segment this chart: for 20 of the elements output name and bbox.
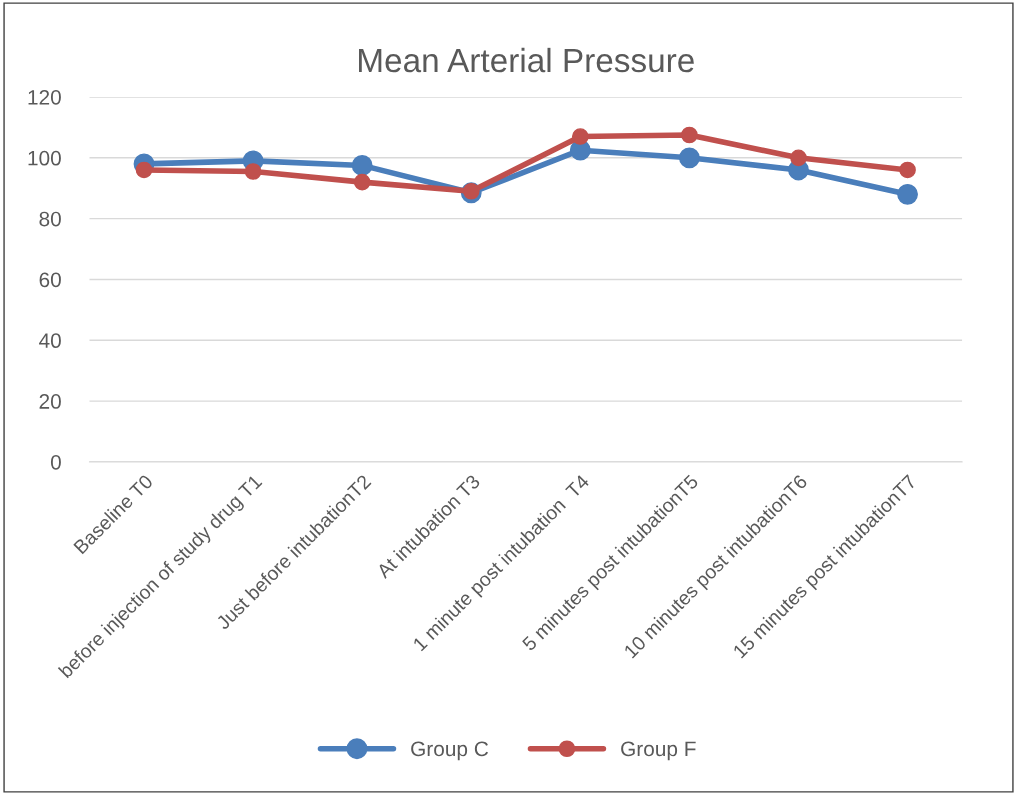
point [790, 149, 807, 167]
point [681, 126, 698, 144]
point [353, 173, 371, 191]
y-tick-label: 60 [39, 272, 61, 288]
chart-title: Mean Arterial Pressure [359, 47, 694, 73]
y-tick-label: 80 [39, 211, 61, 227]
y-tick-label: 40 [39, 333, 61, 349]
point [351, 154, 373, 176]
legend-label: Group F [621, 741, 696, 761]
point [135, 161, 153, 179]
y-tick-label: 20 [39, 394, 61, 409]
point [899, 161, 916, 179]
point [678, 147, 700, 169]
y-tick-label: 100 [28, 150, 61, 166]
y-tick-label: 120 [28, 89, 61, 105]
legend-label: Group C [411, 741, 489, 761]
point [244, 163, 262, 180]
point [897, 183, 918, 205]
y-tick-label: 0 [50, 454, 61, 470]
point [571, 128, 589, 145]
